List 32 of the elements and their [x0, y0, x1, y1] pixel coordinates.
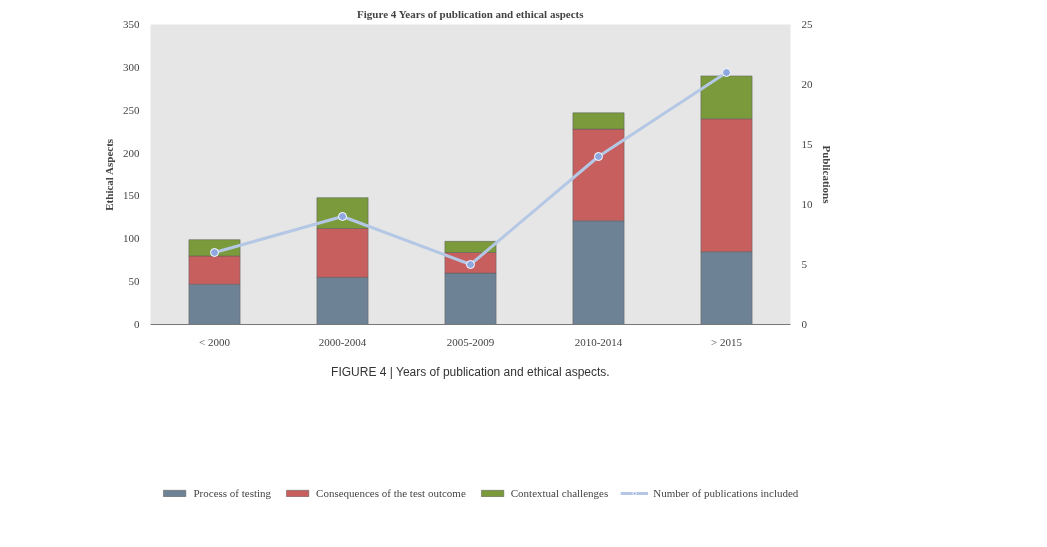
- y-axis-title: Ethical Aspects: [103, 138, 115, 211]
- caption: FIGURE 4 | Years of publication and ethical aspects.: [331, 364, 610, 379]
- x-tick-label: 2005-2009: [446, 335, 495, 348]
- point: [466, 260, 475, 269]
- legend-label: Contextual challenges: [510, 486, 609, 499]
- chart-title: Figure 4 Years of publication and ethical aspects: [357, 7, 585, 20]
- x-tick-label: 2000-2004: [318, 335, 367, 348]
- y2-tick-label: 15: [801, 138, 813, 150]
- point: [210, 248, 219, 257]
- y-tick-label: 250: [123, 103, 140, 116]
- y-tick-label: 200: [123, 146, 140, 159]
- y-tick-label: 0: [134, 318, 140, 330]
- legend-label: Process of testing: [193, 486, 272, 499]
- y-tick-label: 50: [128, 275, 140, 288]
- y2-tick-label: 20: [801, 78, 813, 90]
- y-tick-label: 350: [123, 18, 140, 30]
- y2-axis-title: Publications: [820, 145, 833, 205]
- y2-tick-label: 25: [801, 18, 813, 30]
- y2-tick-label: 5: [801, 258, 808, 270]
- point: [338, 212, 347, 221]
- point: [722, 68, 731, 77]
- x-tick-label: < 2000: [199, 335, 231, 348]
- y-tick-label: 300: [123, 60, 140, 73]
- legend-label: Consequences of the test outcome: [316, 486, 466, 499]
- x-tick-label: > 2015: [711, 335, 743, 348]
- y-tick-label: 150: [123, 189, 140, 202]
- x-tick-label: 2010-2014: [574, 335, 623, 348]
- y2-tick-label: 0: [801, 318, 808, 330]
- legend-label: Number of publications included: [653, 486, 799, 499]
- y-tick-label: 100: [123, 232, 140, 245]
- point: [594, 152, 603, 161]
- y2-tick-label: 10: [801, 198, 813, 210]
